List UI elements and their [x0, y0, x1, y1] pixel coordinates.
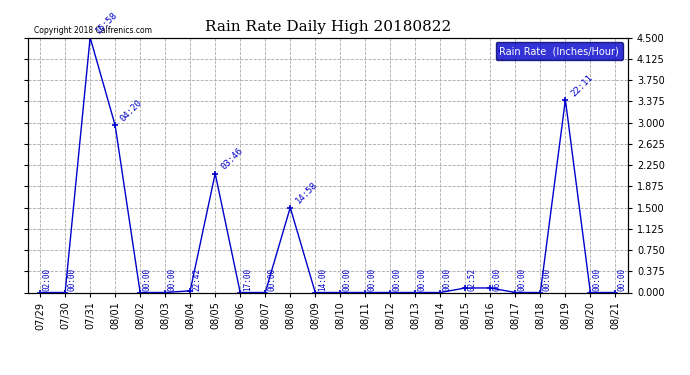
- Text: 00:00: 00:00: [518, 268, 527, 291]
- Text: 00:00: 00:00: [593, 268, 602, 291]
- Text: 00:00: 00:00: [143, 268, 152, 291]
- Text: 22:11: 22:11: [569, 73, 595, 98]
- Text: 00:00: 00:00: [268, 268, 277, 291]
- Text: 00:00: 00:00: [368, 268, 377, 291]
- Text: 14:00: 14:00: [317, 268, 327, 291]
- Text: 22:42: 22:42: [193, 268, 201, 291]
- Text: 04:20: 04:20: [119, 98, 144, 124]
- Text: 16:58: 16:58: [94, 10, 119, 36]
- Text: 00:00: 00:00: [393, 268, 402, 291]
- Text: 00:00: 00:00: [443, 268, 452, 291]
- Text: 02:00: 02:00: [43, 268, 52, 291]
- Text: Copyright 2018 Calfrenics.com: Copyright 2018 Calfrenics.com: [34, 26, 152, 35]
- Legend: Rain Rate  (Inches/Hour): Rain Rate (Inches/Hour): [495, 42, 623, 60]
- Text: 00:00: 00:00: [543, 268, 552, 291]
- Text: 00:00: 00:00: [68, 268, 77, 291]
- Text: 00:00: 00:00: [343, 268, 352, 291]
- Text: 02:52: 02:52: [468, 268, 477, 291]
- Text: 14:58: 14:58: [294, 180, 319, 206]
- Text: 06:00: 06:00: [493, 268, 502, 291]
- Text: 00:00: 00:00: [618, 268, 627, 291]
- Text: 00:00: 00:00: [168, 268, 177, 291]
- Title: Rain Rate Daily High 20180822: Rain Rate Daily High 20180822: [205, 20, 451, 33]
- Text: 00:00: 00:00: [417, 268, 427, 291]
- Text: 03:46: 03:46: [219, 146, 244, 172]
- Text: 17:00: 17:00: [243, 268, 252, 291]
